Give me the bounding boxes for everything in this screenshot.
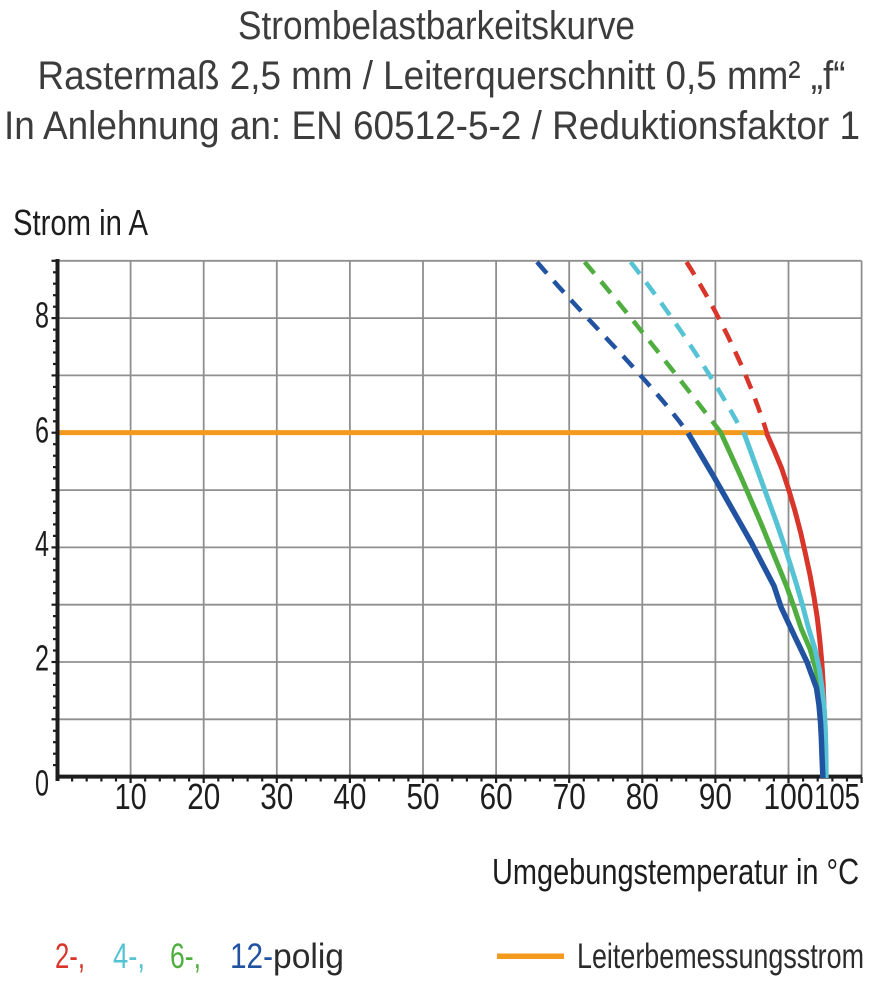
svg-text:10: 10 [115, 776, 147, 817]
svg-text:0: 0 [35, 763, 49, 804]
svg-text:4-,: 4-, [113, 937, 145, 976]
svg-text:8: 8 [35, 295, 49, 336]
svg-text:Umgebungstemperatur in °C: Umgebungstemperatur in °C [492, 851, 859, 892]
svg-text:polig: polig [273, 937, 344, 976]
svg-text:In Anlehnung an: EN 60512-5-2: In Anlehnung an: EN 60512-5-2 / Reduktio… [4, 104, 860, 148]
svg-text:50: 50 [407, 776, 440, 817]
svg-text:60: 60 [480, 776, 513, 817]
svg-text:100: 100 [764, 776, 814, 817]
svg-text:6-,: 6-, [170, 937, 201, 976]
svg-text:2: 2 [35, 637, 49, 678]
svg-text:Strom in A: Strom in A [13, 202, 148, 243]
svg-text:2-,: 2-, [55, 937, 85, 976]
svg-text:40: 40 [333, 776, 366, 817]
svg-text:Leiterbemessungsstrom: Leiterbemessungsstrom [577, 937, 864, 976]
svg-text:70: 70 [553, 776, 586, 817]
svg-text:Strombelastbarkeitskurve: Strombelastbarkeitskurve [238, 4, 635, 48]
svg-text:6: 6 [35, 409, 49, 450]
svg-text:105: 105 [814, 776, 860, 817]
svg-text:4: 4 [35, 523, 49, 564]
svg-text:80: 80 [626, 776, 659, 817]
svg-text:Rastermaß 2,5 mm / Leiterquers: Rastermaß 2,5 mm / Leiterquerschnitt 0,5… [38, 54, 846, 98]
svg-text:30: 30 [260, 776, 293, 817]
svg-text:20: 20 [187, 776, 220, 817]
svg-text:90: 90 [699, 776, 732, 817]
svg-text:12-: 12- [230, 937, 273, 976]
